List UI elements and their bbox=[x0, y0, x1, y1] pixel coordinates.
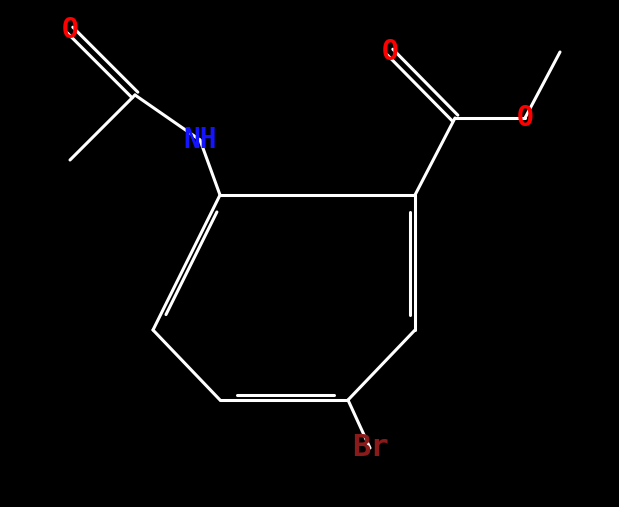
Text: O: O bbox=[62, 16, 79, 44]
Text: Br: Br bbox=[352, 433, 388, 462]
Text: O: O bbox=[382, 38, 399, 66]
Text: O: O bbox=[517, 104, 534, 132]
Text: NH: NH bbox=[183, 126, 217, 154]
